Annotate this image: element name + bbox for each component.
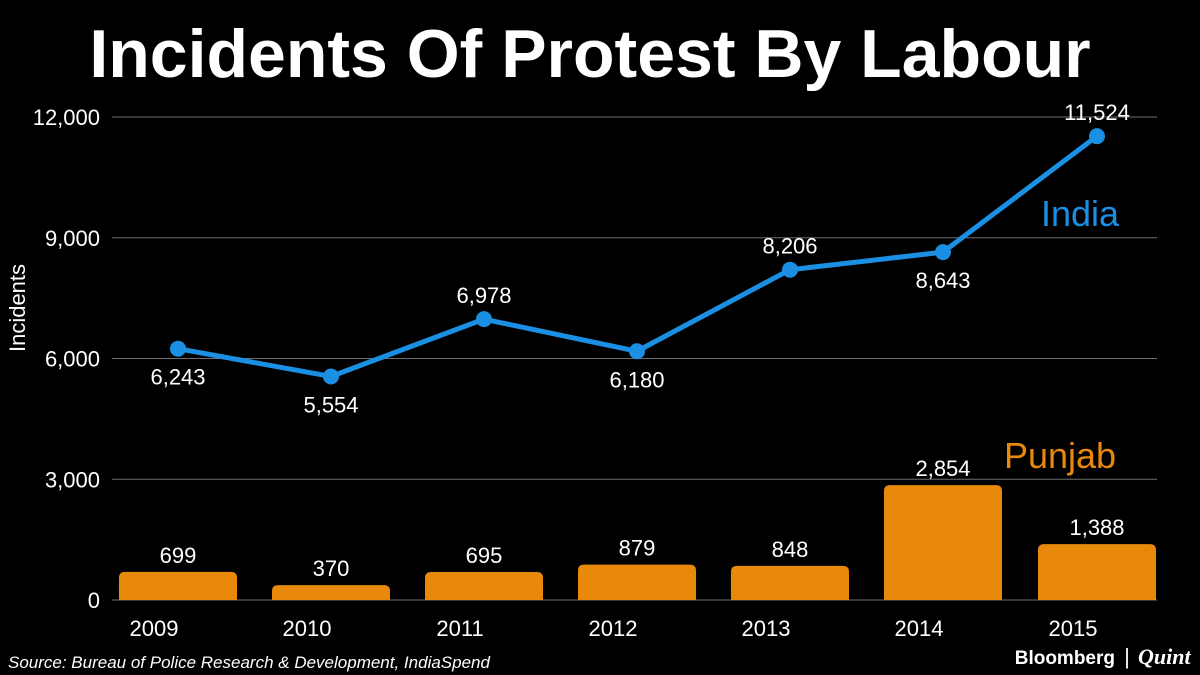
y-ticks: 0 3,000 6,000 9,000 12,000	[33, 105, 100, 613]
india-point	[170, 340, 186, 357]
india-point	[323, 368, 339, 385]
punjab-data-labels: 699 370 695 879 848 2,854 1,388	[160, 456, 1125, 581]
india-point	[935, 244, 951, 261]
x-tick-label: 2013	[742, 616, 791, 641]
india-line	[177, 134, 1099, 379]
x-tick-label: 2015	[1049, 616, 1098, 641]
x-tick-label: 2011	[436, 616, 483, 641]
brand-separator: |	[1124, 644, 1130, 669]
x-ticks: 2009 2010 2011 2012 2013 2014 2015	[130, 616, 1098, 641]
punjab-bar	[731, 565, 849, 600]
india-data-label: 8,643	[915, 268, 970, 293]
x-tick-label: 2010	[283, 616, 332, 641]
india-point	[476, 311, 492, 328]
legend-punjab: Punjab	[1004, 435, 1116, 476]
y-tick-label: 9,000	[45, 226, 100, 251]
brand-quint: Quint	[1138, 644, 1191, 669]
legend-india: India	[1041, 193, 1120, 234]
india-point	[1089, 128, 1105, 145]
x-tick-label: 2009	[130, 616, 179, 641]
punjab-bar	[884, 485, 1002, 600]
brand-bloomberg: Bloomberg	[1015, 648, 1115, 669]
y-axis-label: Incidents	[5, 264, 30, 352]
punjab-bars	[119, 485, 1156, 600]
punjab-data-label: 848	[772, 537, 809, 562]
x-tick-label: 2014	[895, 616, 944, 641]
punjab-bar	[272, 585, 390, 600]
punjab-data-label: 699	[160, 543, 197, 568]
punjab-data-label: 879	[619, 536, 656, 561]
punjab-bar	[425, 572, 543, 600]
punjab-data-label: 1,388	[1069, 515, 1124, 540]
chart-title: Incidents Of Protest By Labour	[89, 16, 1090, 92]
punjab-data-label: 2,854	[915, 456, 970, 481]
y-tick-label: 6,000	[45, 347, 100, 372]
india-data-label: 11,524	[1064, 100, 1130, 125]
punjab-data-label: 695	[466, 543, 503, 568]
punjab-bar	[1038, 544, 1156, 600]
source-note: Source: Bureau of Police Research & Deve…	[8, 653, 490, 672]
india-data-label: 5,554	[303, 392, 358, 417]
y-tick-label: 3,000	[45, 467, 100, 492]
india-point	[629, 343, 645, 360]
punjab-bar	[119, 571, 237, 600]
india-points	[170, 128, 1105, 385]
india-data-labels: 6,243 5,554 6,978 6,180 8,206 8,643 11,524	[150, 100, 1129, 417]
punjab-bar	[578, 564, 696, 600]
x-tick-label: 2012	[589, 616, 638, 641]
india-data-label: 6,243	[150, 365, 205, 390]
y-tick-label: 0	[88, 588, 100, 613]
india-point	[782, 261, 798, 278]
india-data-label: 6,180	[609, 367, 664, 392]
india-data-label: 6,978	[456, 283, 511, 308]
india-data-label: 8,206	[762, 234, 817, 259]
punjab-data-label: 370	[313, 556, 350, 581]
y-tick-label: 12,000	[33, 105, 100, 130]
